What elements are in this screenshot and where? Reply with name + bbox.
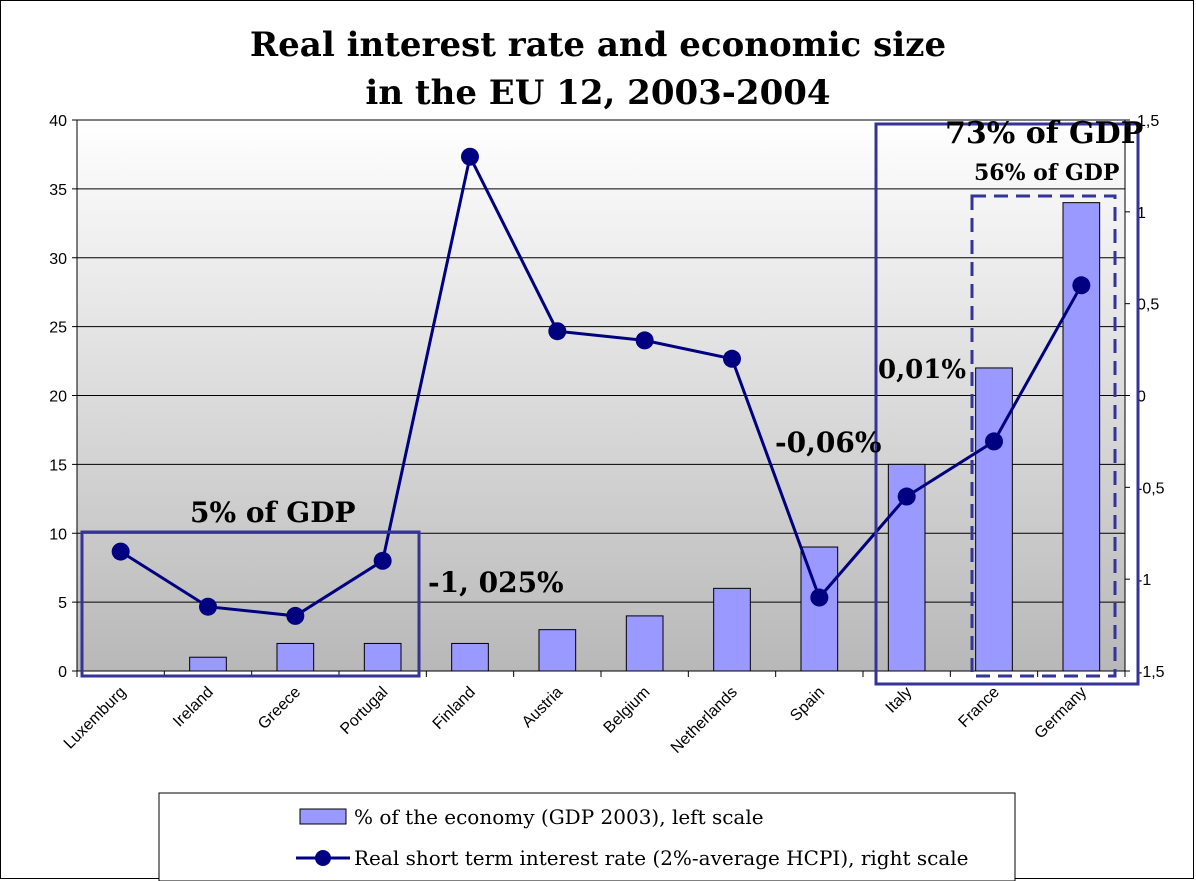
category-label: Finland (430, 684, 479, 733)
bar (713, 587, 751, 672)
line-point (286, 606, 305, 625)
category-label: Italy (883, 684, 916, 717)
right-tick-label: 0 (1137, 389, 1146, 406)
category-label: Austria (519, 684, 566, 731)
category-label: France (956, 684, 1003, 731)
left-tick-label: 15 (49, 457, 67, 474)
line-point (897, 487, 916, 506)
right-tick-label: 1 (1137, 205, 1146, 222)
annotation-small-group-rate: -1, 025% (428, 566, 564, 599)
left-tick-label: 35 (49, 182, 67, 199)
left-tick-label: 20 (49, 389, 67, 406)
bar (975, 367, 1013, 672)
chart-title-line1: Real interest rate and economic size (250, 25, 946, 65)
right-tick-label: -0,5 (1137, 480, 1165, 497)
small-group-box (80, 530, 421, 678)
left-tick-label: 10 (49, 526, 67, 543)
bar (363, 642, 402, 672)
right-tick-label: 1,5 (1137, 113, 1159, 130)
legend (158, 792, 1016, 881)
bar-series (189, 202, 1101, 672)
left-tick-label: 30 (49, 251, 67, 268)
category-label: Ireland (170, 684, 217, 731)
left-axis-ticks: 0 5 10 15 20 25 30 35 40 (49, 113, 77, 681)
bar (625, 615, 664, 672)
legend-line-label: Real short term interest rate (2%-averag… (354, 846, 969, 870)
annotation-small-group: 5% of GDP (190, 496, 356, 529)
category-label: Greece (255, 684, 304, 733)
category-label: Netherlands (668, 684, 741, 757)
left-tick-label: 25 (49, 320, 67, 337)
legend-line-marker (315, 850, 331, 866)
line-series (111, 147, 1091, 625)
right-tick-label: 0,5 (1137, 297, 1159, 314)
right-tick-label: -1,5 (1137, 664, 1165, 681)
line-point (111, 542, 130, 561)
line-point (548, 322, 567, 341)
line-point (373, 551, 392, 570)
annotation-top-group: 56% of GDP (974, 160, 1119, 186)
line-point (810, 588, 829, 607)
category-label: Portugal (337, 684, 391, 738)
category-label: Spain (787, 684, 828, 725)
right-tick-label: -1 (1137, 572, 1151, 589)
category-label: Luxemburg (61, 684, 130, 753)
line-point (723, 349, 741, 368)
annotation-large-group: 73% of GDP (945, 116, 1143, 151)
bar (538, 629, 577, 672)
line-point (985, 432, 1003, 451)
top-group-dashed-box (970, 194, 1117, 678)
series-line (119, 152, 1083, 618)
line-point (461, 147, 479, 166)
category-label: Belgium (601, 684, 654, 737)
right-axis-ticks: -1,5 -1 -0,5 0 0,5 1 1,5 (1125, 113, 1165, 681)
bar (189, 656, 227, 672)
bar (451, 642, 489, 672)
line-point (635, 331, 654, 350)
left-tick-label: 0 (58, 664, 67, 681)
annotation-spain-rate: -0,06% (775, 426, 881, 459)
large-group-box (874, 122, 1140, 686)
chart-title-line2: in the EU 12, 2003-2004 (365, 73, 830, 113)
annotation-large-group-rate: 0,01% (878, 355, 966, 385)
bar (276, 642, 315, 672)
line-point (199, 597, 217, 616)
legend-bar-swatch (299, 808, 347, 825)
line-point (1072, 276, 1091, 295)
legend-bar-label: % of the economy (GDP 2003), left scale (354, 805, 764, 829)
left-tick-label: 40 (49, 113, 67, 130)
bar (1062, 202, 1101, 672)
category-label: Germany (1032, 684, 1091, 743)
left-tick-label: 5 (58, 595, 67, 612)
